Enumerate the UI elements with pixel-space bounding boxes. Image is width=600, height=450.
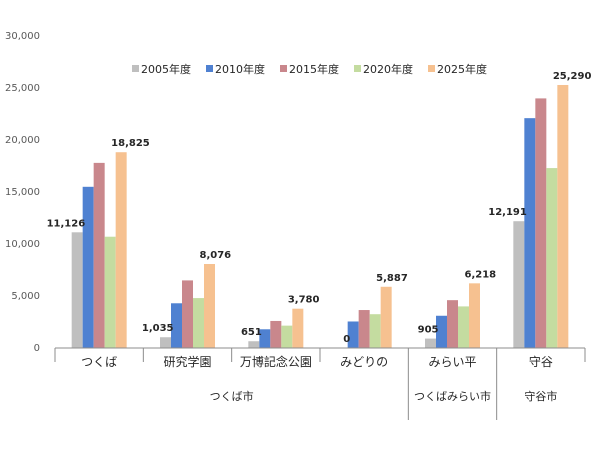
data-label: 905 bbox=[418, 325, 439, 336]
y-tick-label: 10,000 bbox=[5, 239, 40, 250]
category-label: つくば bbox=[81, 355, 117, 369]
bar bbox=[513, 221, 525, 348]
legend: 2005年度 2010年度 2015年度 2020年度 2025年度 bbox=[132, 62, 487, 76]
legend-swatch bbox=[280, 65, 287, 72]
y-tick-label: 20,000 bbox=[5, 135, 40, 146]
legend-label: 2020年度 bbox=[363, 62, 413, 76]
legend-label: 2025年度 bbox=[437, 62, 487, 76]
data-label: 1,035 bbox=[142, 323, 174, 334]
y-tick-label: 0 bbox=[34, 343, 40, 354]
legend-swatch bbox=[428, 65, 435, 72]
bar bbox=[204, 264, 215, 348]
y-tick-label: 15,000 bbox=[5, 187, 40, 198]
bar bbox=[524, 118, 536, 348]
bar bbox=[259, 329, 271, 348]
bar bbox=[104, 236, 116, 348]
legend-swatch bbox=[206, 65, 213, 72]
bars bbox=[71, 84, 569, 349]
bar bbox=[447, 300, 458, 348]
legend-swatch bbox=[354, 65, 361, 72]
bar bbox=[93, 162, 105, 348]
data-label: 3,780 bbox=[288, 295, 320, 306]
category-label: 万博記念公園 bbox=[240, 354, 312, 369]
bar bbox=[248, 341, 260, 348]
legend-swatch bbox=[132, 65, 139, 72]
data-label: 12,191 bbox=[488, 207, 527, 218]
category-label: 研究学園 bbox=[163, 354, 211, 369]
bar bbox=[171, 303, 182, 348]
bar bbox=[358, 310, 370, 348]
y-tick-label: 5,000 bbox=[11, 291, 40, 302]
bar bbox=[115, 152, 127, 348]
category-label: 守谷 bbox=[529, 355, 553, 369]
bar bbox=[182, 280, 193, 348]
legend-label: 2015年度 bbox=[289, 62, 339, 76]
bar bbox=[193, 298, 204, 348]
y-tick-label: 25,000 bbox=[5, 83, 40, 94]
legend-label: 2010年度 bbox=[215, 62, 265, 76]
bar bbox=[347, 321, 359, 348]
data-labels: 11,126 18,825 1,035 8,076 651 3,780 0 5,887 905 6… bbox=[47, 71, 592, 345]
group-label: 守谷市 bbox=[524, 389, 557, 403]
data-label: 0 bbox=[343, 334, 350, 345]
data-label: 11,126 bbox=[47, 218, 86, 229]
bar bbox=[270, 320, 282, 348]
y-axis-ticks: 0 5,000 10,000 15,000 20,000 25,000 30,000 bbox=[5, 31, 40, 354]
bar bbox=[557, 84, 569, 348]
data-label: 25,290 bbox=[553, 71, 592, 82]
data-label: 18,825 bbox=[111, 138, 150, 149]
data-label: 6,218 bbox=[465, 269, 497, 280]
category-label: みどりの bbox=[340, 355, 388, 369]
bar bbox=[469, 283, 480, 348]
group-label: つくば市 bbox=[210, 389, 254, 403]
bar bbox=[292, 308, 304, 348]
bar bbox=[369, 314, 381, 348]
data-label: 5,887 bbox=[376, 273, 408, 284]
bar bbox=[425, 338, 436, 348]
data-label: 8,076 bbox=[200, 250, 232, 261]
bar bbox=[82, 186, 94, 348]
bar bbox=[546, 168, 558, 348]
bar bbox=[458, 306, 469, 348]
data-label: 651 bbox=[241, 327, 262, 338]
bar bbox=[380, 286, 392, 348]
legend-label: 2005年度 bbox=[141, 62, 191, 76]
bar bbox=[436, 315, 447, 348]
category-label: みらい平 bbox=[428, 355, 476, 369]
bar bbox=[71, 232, 83, 348]
group-label: つくばみらい市 bbox=[414, 389, 491, 403]
bar bbox=[281, 325, 293, 348]
bar bbox=[160, 337, 171, 348]
bar bbox=[535, 98, 547, 349]
y-tick-label: 30,000 bbox=[5, 31, 40, 42]
